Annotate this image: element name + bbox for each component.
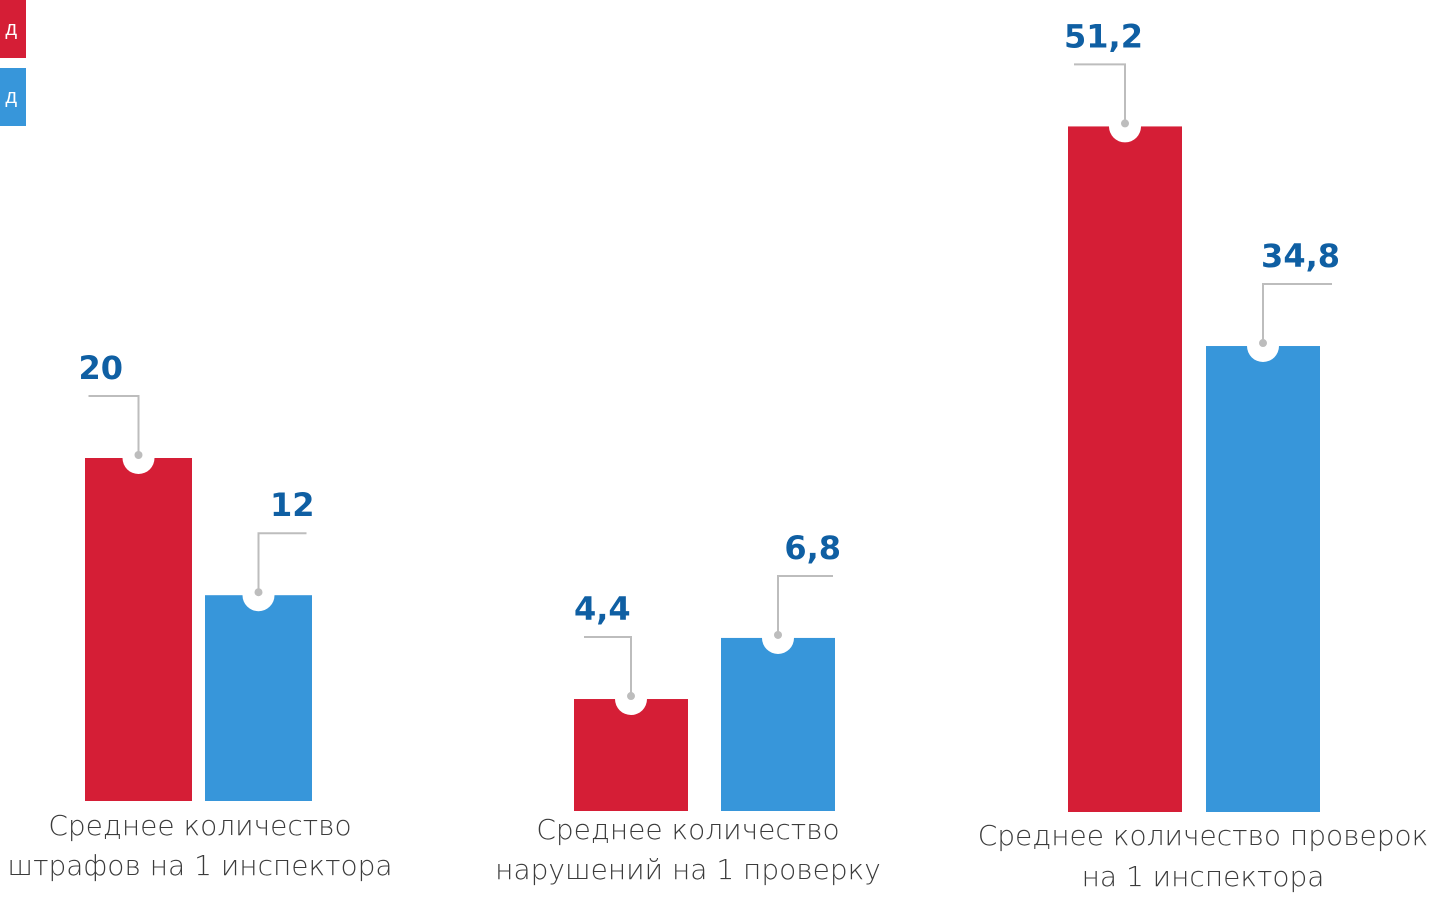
leader-line-s2-c1 (257, 532, 307, 593)
value-label-s2-c3: 34,8 (1261, 237, 1340, 275)
category-label-2-line-2: нарушений на 1 проверку (495, 853, 881, 886)
bar-s1-c3 (1068, 126, 1182, 812)
leader-line-s1-c1 (88, 395, 140, 455)
value-label-s1-c2: 4,4 (574, 590, 631, 628)
leader-line-s2-c2 (777, 574, 833, 635)
bar-s2-c2 (721, 637, 835, 811)
category-label-1-line-2: штрафов на 1 инспектора (7, 849, 392, 882)
leader-line-s1-c2 (584, 636, 632, 697)
value-label-s2-c2: 6,8 (784, 529, 841, 567)
value-label-s1-c1: 20 (79, 349, 124, 387)
legend-label-2: д (5, 85, 17, 108)
category-label-3-line-2: на 1 инспектора (1082, 860, 1325, 893)
category-label-1-line-1: Среднее количество (48, 809, 351, 842)
bar-s2-c1 (205, 595, 312, 801)
value-label-s2-c1: 12 (270, 486, 315, 524)
leader-line-s1-c3 (1074, 63, 1126, 124)
legend-item-2: д (0, 68, 26, 126)
leader-line-s2-c3 (1262, 283, 1332, 344)
bar-s1-c2 (574, 699, 688, 811)
category-label-2-line-1: Среднее количество (536, 813, 839, 846)
category-label-3-line-1: Среднее количество проверок (978, 819, 1429, 852)
bar-s1-c1 (85, 458, 192, 801)
legend-label-1: д (5, 17, 17, 40)
bar-s2-c3 (1206, 346, 1320, 812)
value-label-s1-c3: 51,2 (1064, 17, 1143, 55)
legend-item-1: д (0, 0, 26, 58)
